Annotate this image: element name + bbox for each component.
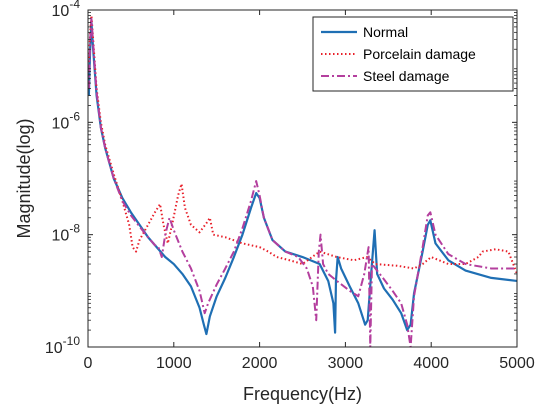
y-tick-label: 10-8: [52, 222, 81, 245]
x-axis-label: Frequency(Hz): [243, 384, 362, 404]
series-line-2: [88, 17, 517, 347]
ticks: 0 1000 2000 3000 4000 5000 10-10 10-8 10-6 10-4: [45, 0, 535, 372]
x-tick-label: 3000: [328, 355, 364, 372]
axes-box: [87, 9, 518, 348]
y-tick-label: 10-10: [45, 334, 80, 357]
legend-label-1: Porcelain damage: [363, 46, 476, 62]
y-tick-label: 10-4: [52, 0, 81, 20]
legend: Normal Porcelain damage Steel damage: [312, 16, 514, 92]
y-tick-label: 10-6: [52, 109, 81, 132]
x-tick-label: 2000: [242, 355, 278, 372]
x-tick-label: 4000: [413, 355, 449, 372]
x-tick-label: 1000: [156, 355, 192, 372]
legend-label-2: Steel damage: [363, 68, 450, 84]
legend-label-0: Normal: [363, 24, 408, 40]
x-tick-label: 0: [84, 355, 93, 372]
x-tick-label: 5000: [499, 355, 535, 372]
series-layer: [88, 14, 517, 347]
y-axis-label: Magnitude(log): [14, 118, 34, 238]
axes: [87, 9, 518, 348]
